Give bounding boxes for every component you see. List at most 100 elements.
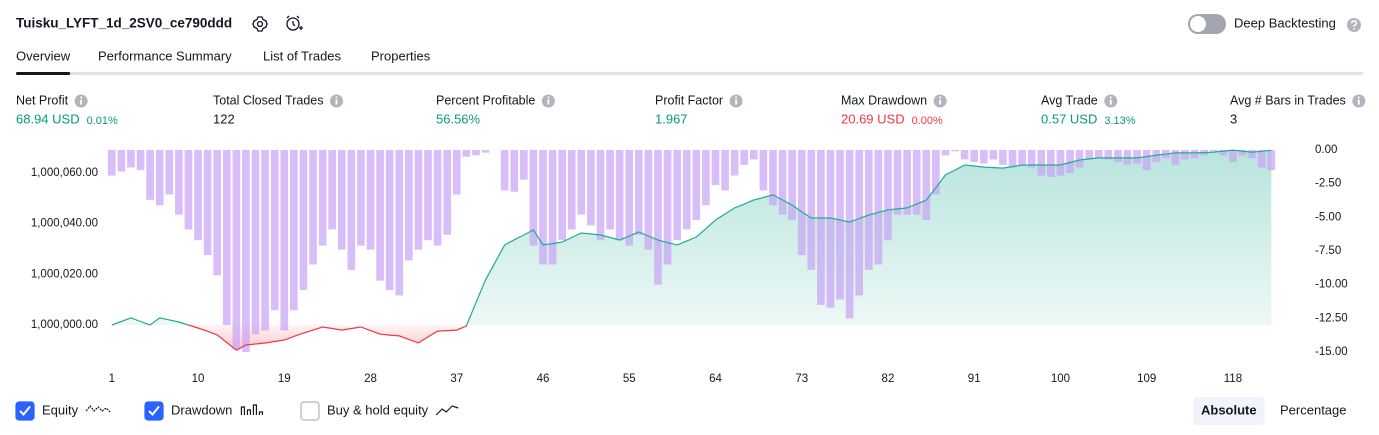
tab[interactable]: Properties: [371, 48, 431, 63]
x-tick-label: 1: [109, 373, 115, 385]
drawdown-bar: [845, 150, 854, 319]
y-tick-label: 1,000,060.00: [31, 167, 98, 179]
stat-value: 122: [213, 111, 235, 126]
info-icon[interactable]: [933, 94, 947, 108]
drawdown-bar: [1257, 150, 1266, 168]
stat-value: 0.57 USD: [1041, 111, 1097, 126]
drawdown-bar: [366, 150, 375, 250]
drawdown-bar: [1104, 150, 1113, 160]
info-icon[interactable]: [74, 94, 88, 108]
y-tick-label: 1,000,040.00: [31, 218, 98, 230]
x-tick-label: 109: [1137, 373, 1156, 385]
y2-tick-label: -12.50: [1315, 312, 1348, 324]
drawdown-bar: [654, 150, 662, 285]
drawdown-bar: [155, 150, 164, 206]
x-tick-label: 91: [968, 373, 981, 385]
info-icon[interactable]: [541, 94, 555, 108]
drawdown-bar: [1133, 150, 1141, 164]
drawdown-bar: [136, 150, 145, 171]
view-option[interactable]: Absolute: [1201, 402, 1257, 417]
drawdown-bar: [328, 150, 337, 230]
x-tick-label: 19: [278, 373, 291, 385]
stat-label: Percent Profitable: [436, 93, 535, 107]
tab[interactable]: Overview: [16, 48, 71, 63]
legend-checkbox[interactable]: [300, 401, 320, 421]
tab[interactable]: Performance Summary: [98, 48, 232, 63]
drawdown-bar: [184, 150, 193, 230]
x-tick-label: 46: [537, 373, 550, 385]
view-option[interactable]: Percentage: [1280, 402, 1347, 417]
info-icon[interactable]: [729, 94, 743, 108]
stat-sub: 0.01%: [87, 115, 118, 127]
drawdown-bar: [587, 150, 595, 226]
drawdown-bar: [749, 150, 758, 160]
drawdown-bar: [443, 150, 452, 235]
legend-label[interactable]: Drawdown: [171, 402, 232, 417]
drawdown-bar: [778, 150, 787, 215]
drawdown-bar: [692, 150, 701, 221]
info-dot: [1109, 96, 1112, 99]
drawdown-bar: [165, 150, 174, 195]
drawdown-bar: [242, 150, 250, 352]
drawdown-bar: [385, 150, 394, 291]
y2-tick-label: -10.00: [1315, 279, 1348, 291]
drawdown-bar: [884, 150, 892, 241]
drawdown-bar: [759, 150, 768, 191]
y-tick-label: 1,000,020.00: [31, 268, 98, 280]
drawdown-bar: [730, 150, 739, 176]
info-glyph: [735, 99, 737, 105]
help-icon[interactable]: [1347, 18, 1361, 32]
drawdown-bar: [280, 150, 289, 331]
info-glyph: [939, 99, 942, 105]
drawdown-bar: [127, 150, 135, 168]
alert-icon[interactable]: [286, 15, 303, 31]
drawdown-bar: [376, 150, 384, 281]
drawdown-bar: [539, 150, 547, 265]
equity-line: [111, 149, 1272, 351]
legend-checkbox[interactable]: [15, 401, 35, 421]
info-icon[interactable]: [1104, 94, 1118, 108]
drawdown-bar: [1037, 150, 1046, 176]
drawdown-bar: [644, 150, 653, 250]
drawdown-bar: [817, 150, 825, 305]
drawdown-bar: [797, 150, 806, 256]
settings-icon[interactable]: [252, 16, 268, 32]
info-glyph: [335, 99, 338, 105]
drawdown-bar: [874, 150, 883, 265]
drawdown-bar: [1047, 150, 1055, 177]
legend-checkbox[interactable]: [144, 401, 164, 421]
y2-tick-label: 0.00: [1315, 144, 1337, 156]
drawdown-bar: [836, 150, 844, 300]
drawdown-bar: [433, 150, 442, 246]
drawdown-bar: [175, 150, 183, 215]
legend-label[interactable]: Equity: [42, 402, 79, 417]
info-icon[interactable]: [329, 94, 343, 108]
drawdown-bar: [663, 150, 672, 265]
drawdown-bar: [558, 150, 566, 241]
info-icon[interactable]: [1352, 94, 1366, 108]
drawdown-bar: [1094, 150, 1103, 159]
drawdown-bar: [855, 150, 864, 296]
y2-tick-label: -2.50: [1315, 178, 1341, 190]
info-glyph: [1109, 99, 1112, 105]
x-tick-label: 55: [623, 373, 636, 385]
drawdown-bar: [864, 150, 873, 270]
drawdown-bar: [290, 150, 298, 311]
info-glyph: [547, 99, 550, 105]
stat-value: 20.69 USD: [841, 111, 905, 126]
stat-value: 1.967: [655, 111, 688, 126]
drawdown-bar: [472, 150, 480, 156]
drawdown-bar: [405, 150, 413, 261]
drawdown-bar: [979, 150, 988, 164]
drawdown-bar: [673, 150, 681, 241]
info-glyph: [80, 99, 83, 105]
stat-value: 3: [1230, 111, 1237, 126]
drawdown-bar: [1219, 150, 1228, 156]
stat-sub: 3.13%: [1104, 115, 1135, 127]
drawdown-bar: [634, 150, 643, 235]
drawdown-bar: [1181, 150, 1189, 160]
drawdown-bar: [519, 150, 528, 180]
tab[interactable]: List of Trades: [263, 48, 342, 63]
legend-label[interactable]: Buy & hold equity: [327, 402, 429, 417]
drawdown-bar: [1085, 150, 1094, 160]
